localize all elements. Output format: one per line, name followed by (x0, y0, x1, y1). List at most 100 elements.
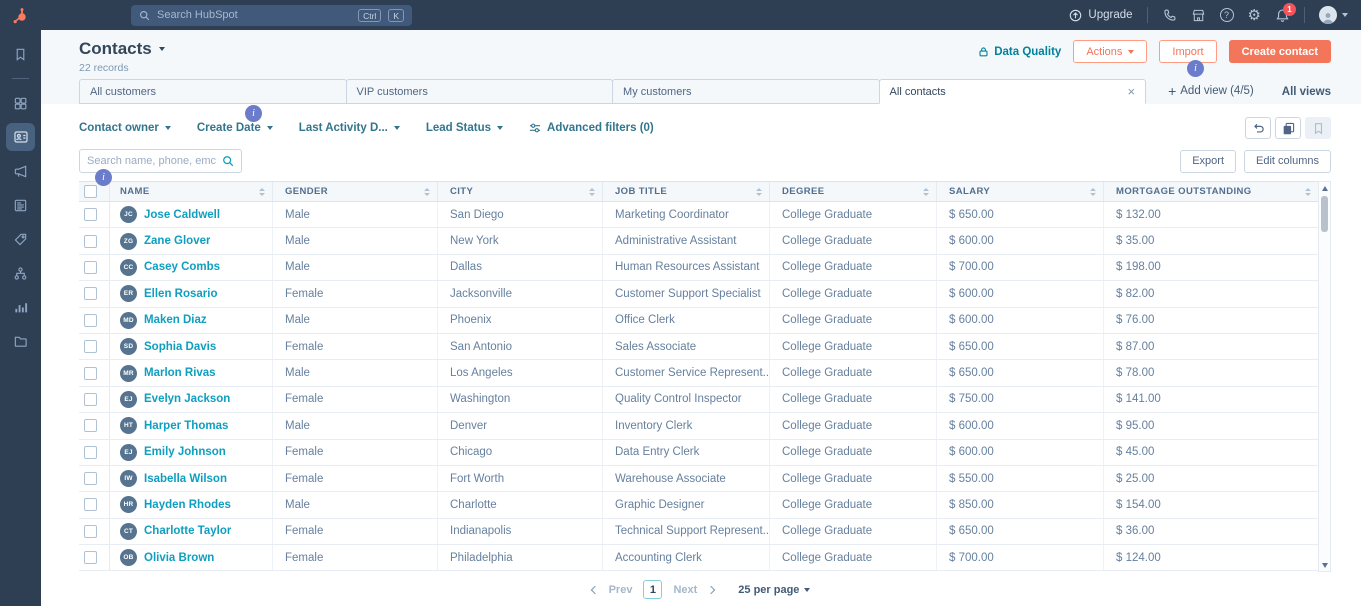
contact-name-link[interactable]: Charlotte Taylor (144, 525, 232, 538)
contact-name-link[interactable]: Zane Glover (144, 235, 211, 248)
actions-button[interactable]: Actions (1073, 40, 1148, 63)
info-badge-create-date[interactable]: i (245, 105, 262, 122)
contact-name-link[interactable]: Casey Combs (144, 261, 221, 274)
row-checkbox[interactable] (84, 313, 97, 327)
table-search-input[interactable] (87, 155, 222, 167)
contact-name-link[interactable]: Marlon Rivas (144, 367, 216, 380)
contact-name-link[interactable]: Jose Caldwell (144, 208, 221, 221)
sidebar-item-crm-contacts[interactable] (6, 123, 35, 151)
next-label[interactable]: Next (673, 583, 698, 596)
next-page-icon[interactable] (707, 585, 716, 594)
contact-name-link[interactable]: Maken Diaz (144, 314, 207, 327)
row-checkbox[interactable] (84, 392, 97, 406)
row-checkbox[interactable] (84, 208, 97, 222)
filter-last-activity-date[interactable]: Last Activity D... (299, 122, 400, 134)
row-checkbox[interactable] (84, 498, 97, 512)
row-checkbox[interactable] (84, 234, 97, 248)
contact-name-link[interactable]: Olivia Brown (144, 551, 215, 564)
filter-lead-status[interactable]: Lead Status (426, 122, 504, 134)
contact-name-link[interactable]: Ellen Rosario (144, 287, 218, 300)
sidebar-item-automations[interactable] (6, 259, 35, 287)
sort-arrows-icon[interactable] (259, 187, 265, 196)
sidebar-item-navigation-grid[interactable] (6, 89, 35, 117)
all-views-link[interactable]: All views (1281, 86, 1331, 98)
per-page-selector[interactable]: 25 per page (738, 584, 811, 596)
export-button[interactable]: Export (1180, 149, 1237, 173)
sidebar-item-commerce[interactable] (6, 225, 35, 253)
data-quality-link[interactable]: Data Quality (978, 46, 1061, 58)
search-icon[interactable] (222, 155, 234, 167)
column-header-mortgage-outstanding[interactable]: MORTGAGE OUTSTANDING (1104, 182, 1318, 201)
phone-icon[interactable] (1162, 8, 1177, 23)
row-checkbox[interactable] (84, 419, 97, 433)
sidebar-item-reporting[interactable] (6, 293, 35, 321)
row-checkbox[interactable] (84, 287, 97, 301)
page-number[interactable]: 1 (643, 580, 663, 599)
undo-button[interactable] (1245, 117, 1271, 139)
prev-label[interactable]: Prev (608, 583, 633, 596)
column-header-salary[interactable]: SALARY (937, 182, 1104, 201)
row-checkbox[interactable] (84, 366, 97, 380)
contact-name-link[interactable]: Sophia Davis (144, 340, 217, 353)
info-badge-table[interactable]: i (95, 169, 112, 186)
prev-page-icon[interactable] (590, 585, 599, 594)
edit-columns-button[interactable]: Edit columns (1244, 149, 1331, 173)
vertical-scrollbar[interactable] (1318, 181, 1331, 572)
contact-name-link[interactable]: Evelyn Jackson (144, 393, 231, 406)
column-header-city[interactable]: CITY (438, 182, 603, 201)
row-checkbox[interactable] (84, 524, 97, 538)
sidebar-item-library[interactable] (6, 327, 35, 355)
row-checkbox[interactable] (84, 472, 97, 486)
tab-vip-customers[interactable]: VIP customers (345, 79, 614, 104)
close-icon[interactable]: × (1127, 84, 1136, 99)
scroll-down-button[interactable] (1319, 559, 1330, 571)
tab-all-customers[interactable]: All customers (79, 79, 347, 104)
column-header-degree[interactable]: DEGREE (770, 182, 937, 201)
sort-arrows-icon[interactable] (1090, 187, 1096, 196)
filter-create-date[interactable]: Create Date (197, 122, 273, 134)
sidebar-item-bookmarks[interactable] (6, 40, 35, 68)
column-header-job-title[interactable]: JOB TITLE (603, 182, 770, 201)
contact-name-link[interactable]: Emily Johnson (144, 446, 226, 459)
sort-arrows-icon[interactable] (589, 187, 595, 196)
row-checkbox[interactable] (84, 340, 97, 354)
row-checkbox[interactable] (84, 551, 97, 565)
hubspot-logo-icon[interactable] (0, 7, 41, 24)
scrollbar-thumb[interactable] (1321, 196, 1328, 232)
upgrade-button[interactable]: Upgrade (1069, 9, 1133, 22)
header-checkbox-cell (79, 182, 110, 201)
sort-arrows-icon[interactable] (1305, 187, 1311, 196)
contact-name-link[interactable]: Isabella Wilson (144, 472, 227, 485)
column-header-name[interactable]: NAME (110, 182, 273, 201)
scroll-up-button[interactable] (1319, 182, 1330, 194)
sort-arrows-icon[interactable] (756, 187, 762, 196)
select-all-checkbox[interactable] (84, 185, 97, 198)
add-view-button[interactable]: + Add view (4/5) (1168, 84, 1254, 98)
cell-job-title: Office Clerk (603, 307, 770, 333)
import-button[interactable]: Import (1159, 40, 1217, 63)
row-checkbox[interactable] (84, 260, 97, 274)
contact-name-link[interactable]: Harper Thomas (144, 419, 229, 432)
sort-arrows-icon[interactable] (424, 187, 430, 196)
object-type-selector[interactable]: Contacts (79, 39, 165, 59)
filter-contact-owner[interactable]: Contact owner (79, 122, 171, 134)
help-icon[interactable]: ? (1219, 8, 1234, 22)
info-badge-actions[interactable]: i (1187, 60, 1204, 77)
clone-view-button[interactable] (1275, 117, 1301, 139)
advanced-filters-button[interactable]: Advanced filters (0) (529, 122, 654, 134)
contact-name-link[interactable]: Hayden Rhodes (144, 498, 231, 511)
tab-my-customers[interactable]: My customers (612, 79, 880, 104)
column-header-gender[interactable]: GENDER (273, 182, 438, 201)
sidebar-item-content[interactable] (6, 191, 35, 219)
row-checkbox[interactable] (84, 445, 97, 459)
create-contact-button[interactable]: Create contact (1228, 40, 1331, 63)
tab-all-contacts[interactable]: All contacts × (878, 79, 1147, 104)
save-view-button[interactable] (1305, 117, 1331, 139)
notifications-icon[interactable]: 1 (1275, 2, 1296, 23)
user-menu[interactable] (1319, 6, 1348, 24)
sort-arrows-icon[interactable] (923, 187, 929, 196)
global-search-input[interactable]: Search HubSpot Ctrl K (131, 4, 412, 26)
settings-icon[interactable]: ⚙ (1248, 8, 1261, 23)
sidebar-item-marketing[interactable] (6, 157, 35, 185)
marketplace-icon[interactable] (1191, 8, 1206, 23)
